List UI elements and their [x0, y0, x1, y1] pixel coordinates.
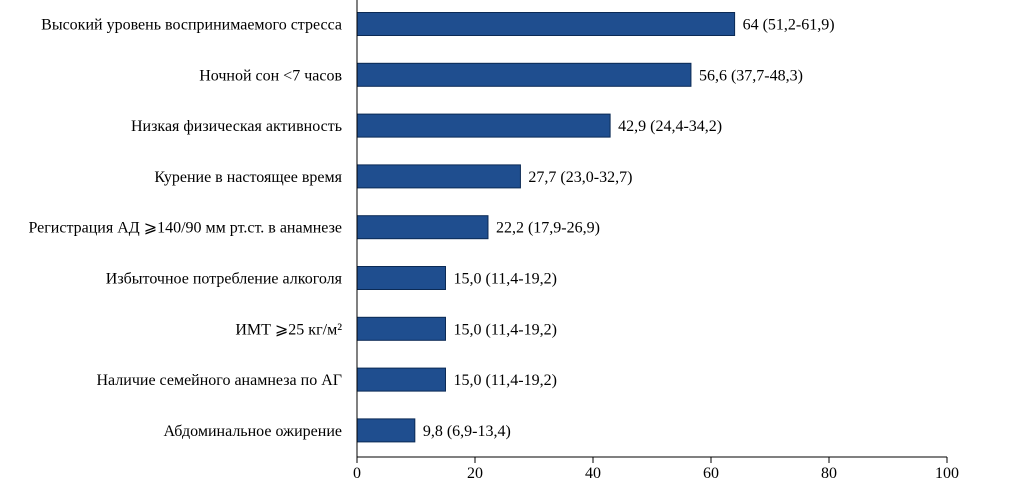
value-label: 9,8 (6,9-13,4): [423, 423, 511, 440]
bar: [356, 316, 446, 341]
category-label: Избыточное потребление алкоголя: [106, 271, 343, 288]
bar: [356, 418, 416, 443]
category-label: Наличие семейного анамнеза по АГ: [96, 372, 342, 389]
category-label: Регистрация АД ⩾140/90 мм рт.ст. в анамн…: [28, 220, 342, 237]
value-label: 22,2 (17,9-26,9): [496, 220, 600, 237]
category-labels: Высокий уровень воспринимаемого стресса Н…: [28, 17, 342, 440]
category-label: Низкая физическая активность: [131, 118, 342, 135]
x-axis: 0 20 40 60 80 100: [353, 0, 959, 482]
category-label: Высокий уровень воспринимаемого стресса: [41, 17, 342, 34]
value-label: 15,0 (11,4-19,2): [454, 372, 557, 389]
bar: [356, 215, 489, 240]
bar: [356, 164, 521, 189]
x-tick-label: 60: [703, 465, 719, 482]
category-label: Абдоминальное ожирение: [164, 423, 343, 440]
value-label: 42,9 (24,4-34,2): [618, 118, 722, 135]
value-label: 27,7 (23,0-32,7): [528, 169, 632, 186]
x-tick-label: 40: [585, 465, 601, 482]
bar: [356, 62, 692, 87]
bar: [356, 367, 446, 392]
category-label: ИМТ ⩾25 кг/м²: [235, 321, 342, 338]
x-tick-label: 100: [935, 465, 959, 482]
x-tick-label: 20: [467, 465, 483, 482]
value-label: 56,6 (37,7-48,3): [699, 67, 803, 84]
value-label: 64 (51,2-61,9): [743, 17, 835, 34]
category-label: Ночной сон <7 часов: [199, 67, 342, 84]
category-label: Курение в настоящее время: [154, 169, 342, 186]
x-tick-label: 80: [821, 465, 837, 482]
x-tick-label: 0: [353, 465, 361, 482]
value-labels: 64 (51,2-61,9) 56,6 (37,7-48,3) 42,9 (24,4…: [423, 17, 835, 440]
bar: [356, 12, 736, 36]
value-label: 15,0 (11,4-19,2): [454, 321, 557, 338]
bar: [356, 113, 611, 138]
bar: [356, 266, 446, 290]
value-label: 15,0 (11,4-19,2): [454, 271, 557, 288]
